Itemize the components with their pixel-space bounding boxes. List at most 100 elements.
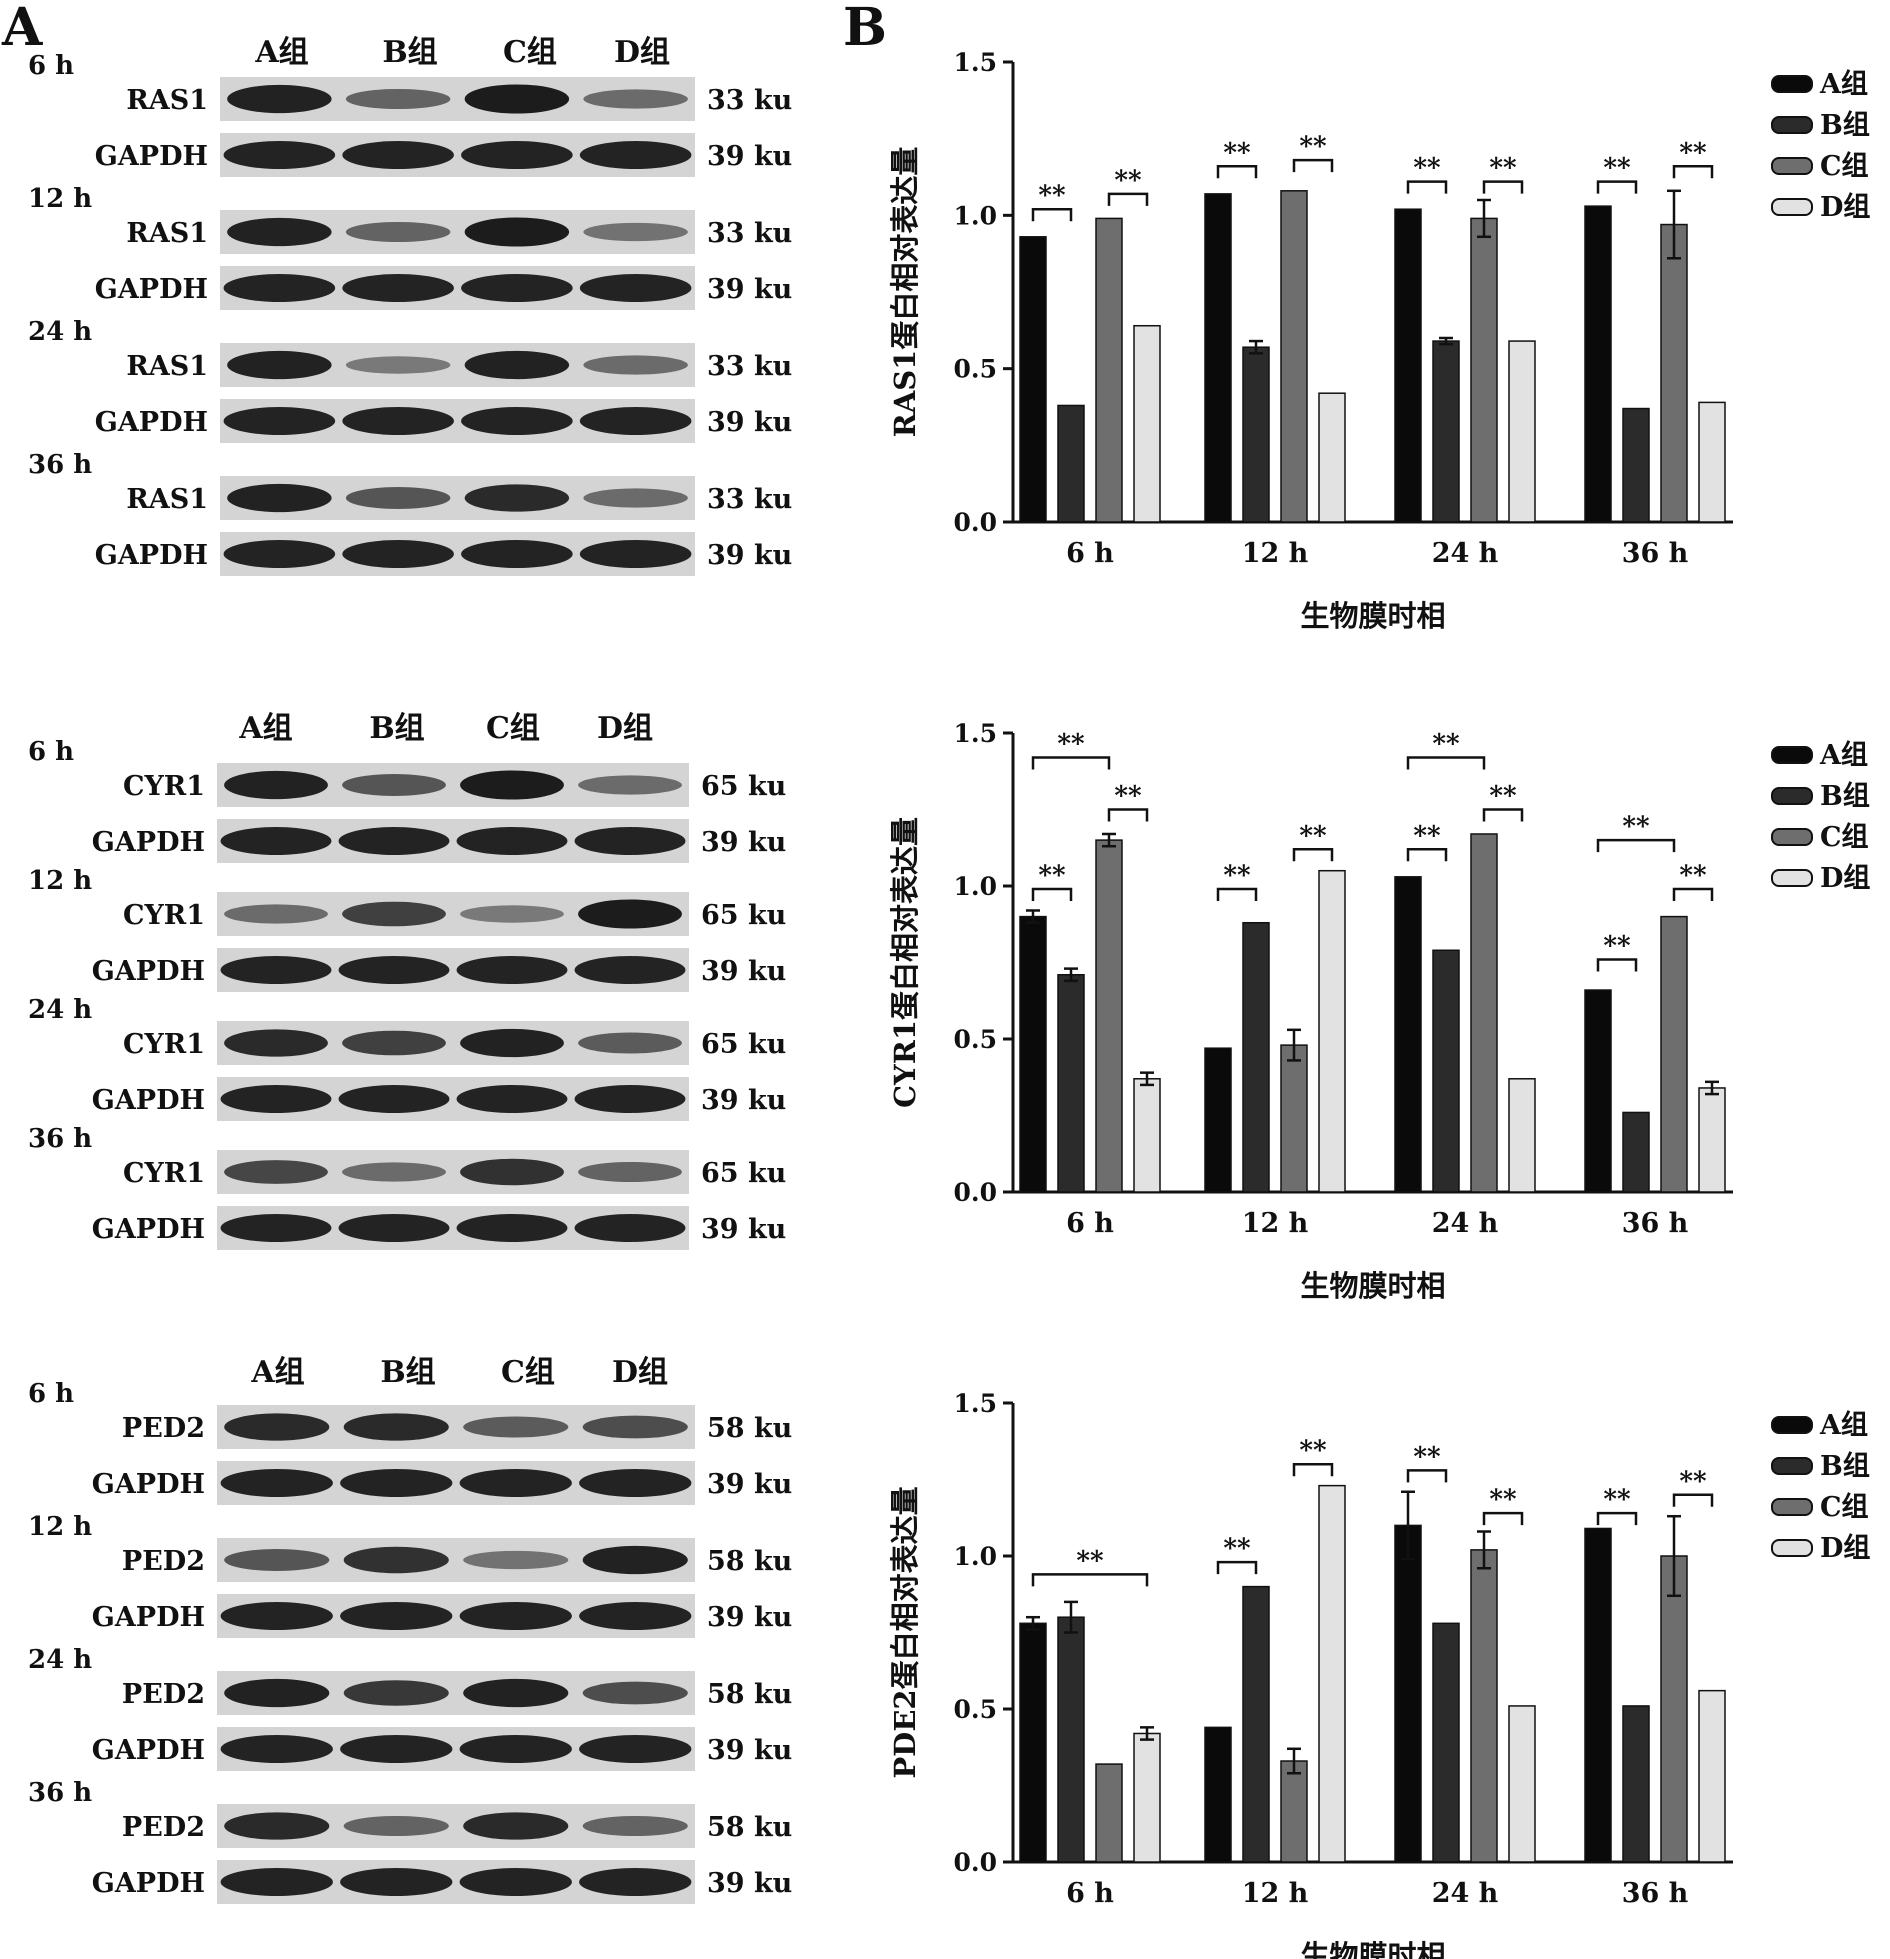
- protein-band: [343, 1413, 449, 1441]
- loading-control-label: GAPDH: [92, 1735, 205, 1766]
- protein-band: [460, 1158, 564, 1186]
- significance-bracket: [1292, 158, 1334, 173]
- gapdh-band: [340, 1602, 453, 1630]
- bar: [1318, 392, 1346, 523]
- gapdh-band: [579, 1868, 692, 1896]
- legend-swatch: [1771, 157, 1813, 175]
- significance-bracket: [1031, 887, 1073, 902]
- bar: [1242, 1585, 1270, 1863]
- bar: [1280, 1760, 1308, 1863]
- gapdh-band: [574, 1214, 686, 1242]
- bar: [1019, 236, 1047, 523]
- bar: [1622, 1111, 1650, 1193]
- bar: [1508, 1705, 1536, 1863]
- significance-bracket: [1406, 756, 1486, 770]
- significance-bracket: [1216, 1560, 1258, 1575]
- protein-band: [460, 905, 564, 923]
- x-axis-title: 生物膜时相: [1300, 1939, 1445, 1959]
- loading-mw-label: 39 ku: [707, 1735, 792, 1766]
- gapdh-band: [223, 540, 336, 568]
- lane-label: D组: [612, 1355, 668, 1390]
- bar: [1318, 1484, 1346, 1863]
- loading-control-label: GAPDH: [95, 141, 208, 172]
- bar: [1057, 973, 1085, 1193]
- protein-band: [460, 770, 564, 800]
- time-label: 6 h: [28, 51, 74, 81]
- time-label: 12 h: [28, 184, 92, 214]
- lane-label: A组: [238, 711, 292, 746]
- significance-bracket: [1031, 756, 1111, 770]
- loading-control-label: GAPDH: [92, 827, 205, 858]
- legend-swatch: [1771, 116, 1813, 134]
- significance-label: **: [1432, 729, 1460, 759]
- protein-band: [342, 901, 446, 927]
- protein-mw-label: 58 ku: [707, 1413, 792, 1444]
- protein-mw-label: 65 ku: [701, 1029, 786, 1060]
- y-tick-label: 0.0: [954, 1848, 998, 1877]
- protein-label: CYR1: [123, 1029, 205, 1060]
- loading-control-label: GAPDH: [92, 1214, 205, 1245]
- x-tick-label: 6 h: [1066, 1878, 1114, 1909]
- y-tick-label: 1.0: [954, 872, 998, 901]
- gapdh-band: [223, 274, 336, 302]
- protein-band: [343, 1815, 449, 1837]
- time-label: 36 h: [28, 450, 92, 480]
- significance-label: **: [1413, 821, 1441, 851]
- significance-label: **: [1299, 132, 1327, 162]
- loading-mw-label: 39 ku: [707, 274, 792, 305]
- significance-bracket: [1216, 165, 1258, 179]
- x-tick-label: 12 h: [1242, 538, 1309, 569]
- protein-label: CYR1: [123, 900, 205, 931]
- protein-band: [224, 1160, 328, 1184]
- gapdh-band: [342, 540, 454, 568]
- gapdh-band: [338, 1214, 450, 1242]
- significance-label: **: [1299, 1436, 1327, 1466]
- significance-label: **: [1038, 181, 1066, 211]
- gapdh-band: [459, 1735, 572, 1763]
- x-tick-label: 12 h: [1242, 1878, 1309, 1909]
- significance-label: **: [1679, 861, 1707, 891]
- significance-label: **: [1057, 729, 1085, 759]
- bar: [1095, 217, 1123, 523]
- protein-label: CYR1: [123, 1158, 205, 1189]
- gapdh-band: [342, 274, 454, 302]
- significance-label: **: [1489, 154, 1517, 184]
- bar: [1057, 404, 1085, 523]
- bar: [1432, 340, 1460, 523]
- significance-label: **: [1603, 154, 1631, 184]
- time-label: 6 h: [28, 1379, 74, 1409]
- loading-control-label: GAPDH: [95, 540, 208, 571]
- significance-label: **: [1603, 1485, 1631, 1515]
- bar: [1432, 949, 1460, 1193]
- protein-label: RAS1: [126, 484, 208, 515]
- gapdh-band: [342, 407, 454, 435]
- bar: [1622, 1705, 1650, 1863]
- protein-band: [227, 217, 332, 247]
- loading-mw-label: 39 ku: [701, 1214, 786, 1245]
- bar-chart: 0.0 0.5 1.0 1.5 CYR1蛋白相对表达量 6 h 12 h 24 h 36 h 生物…: [888, 719, 1870, 1303]
- gapdh-band: [459, 1868, 572, 1896]
- bar: [1095, 839, 1123, 1193]
- significance-bracket: [1292, 848, 1334, 862]
- significance-label: **: [1489, 782, 1517, 812]
- protein-band: [578, 1161, 682, 1183]
- legend-swatch: [1771, 746, 1813, 764]
- bar: [1133, 1078, 1161, 1193]
- bar: [1432, 1622, 1460, 1863]
- protein-band: [342, 774, 446, 796]
- significance-bracket: [1596, 838, 1676, 853]
- gapdh-band: [574, 956, 686, 984]
- protein-band: [345, 356, 451, 374]
- significance-bracket: [1482, 1511, 1524, 1526]
- bar: [1584, 989, 1612, 1193]
- significance-label: **: [1223, 1534, 1251, 1564]
- protein-band: [578, 775, 682, 795]
- gapdh-band: [574, 1085, 686, 1113]
- bar: [1394, 876, 1422, 1193]
- legend-label: A组: [1819, 1409, 1868, 1441]
- significance-bracket: [1216, 887, 1258, 902]
- bar: [1204, 193, 1232, 523]
- bar: [1394, 208, 1422, 523]
- protein-band: [224, 1029, 328, 1057]
- loading-mw-label: 39 ku: [707, 141, 792, 172]
